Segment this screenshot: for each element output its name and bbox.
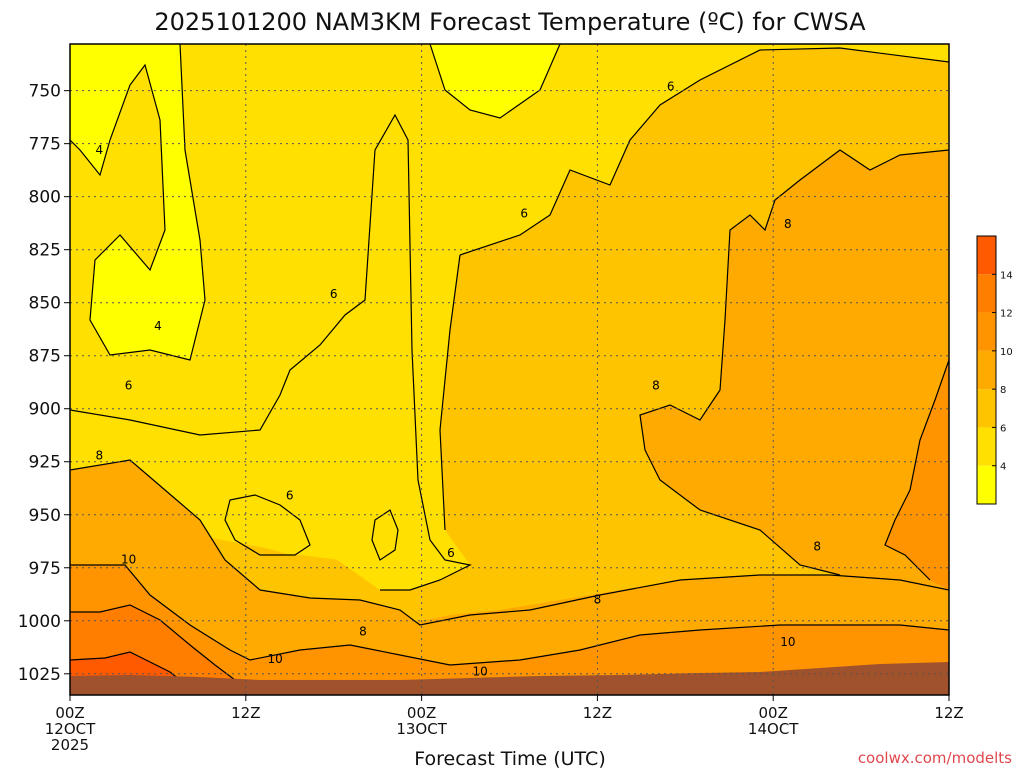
colorbar-label-2: 8 (1000, 385, 1006, 396)
contour-6-blob2 (371, 509, 399, 561)
contour-6-upper (459, 47, 949, 256)
x-tick-label-4-1: 14OCT (748, 720, 799, 738)
contour-label-8: 8 (95, 448, 103, 462)
y-tick-label-950: 950 (29, 506, 61, 526)
x-tick-label-2-0: 00Z (407, 704, 436, 722)
contour-label-10: 8 (784, 217, 792, 231)
contour-label-4: 6 (286, 489, 294, 503)
colorbar-label-3: 10 (1000, 347, 1013, 358)
y-tick-label-850: 850 (29, 294, 61, 314)
plot-area (70, 44, 949, 695)
contour-label-13: 8 (359, 624, 367, 638)
fill-band-2-4-topleft (70, 44, 205, 360)
colorbar-swatch-1 (977, 427, 996, 466)
contour-6-blob1 (224, 494, 311, 556)
grid-lines (70, 44, 949, 695)
y-tick-label-800: 800 (29, 188, 61, 208)
colorbar-label-1: 6 (1000, 423, 1006, 434)
y-axis-ticks: 750 775 800 825 850 875 900 925 950 975 1000 1025 (18, 82, 70, 685)
y-tick-label-1025: 1025 (18, 665, 61, 685)
contour-4-topleft (70, 44, 206, 361)
contour-label-3: 6 (330, 287, 338, 301)
contour-label-16: 10 (473, 665, 488, 679)
temperature-fill (70, 44, 949, 695)
colorbar-label-0: 4 (1000, 462, 1006, 473)
x-tick-label-0-2: 2025 (51, 736, 89, 754)
contour-14 (70, 651, 181, 681)
contour-label-7: 6 (667, 79, 675, 93)
y-tick-label-900: 900 (29, 400, 61, 420)
contour-8-right (639, 149, 949, 576)
fill-band-2-4-topmid (430, 44, 560, 118)
x-tick-label-2-1: 13OCT (396, 720, 447, 738)
colorbar-swatch-3 (977, 350, 996, 390)
colorbar: 4 6 8 10 12 14 (976, 235, 1013, 505)
x-tick-label-4-0: 00Z (759, 704, 788, 722)
temperature-contours (70, 44, 949, 681)
contour-label-15: 10 (267, 652, 282, 666)
contour-label-2: 6 (125, 378, 133, 392)
x-tick-label-5-0: 12Z (934, 704, 963, 722)
colorbar-label-5: 14 (1000, 270, 1013, 281)
y-tick-label-825: 825 (29, 241, 61, 261)
chart-title: 2025101200 NAM3KM Forecast Temperature (… (154, 8, 866, 36)
plot-frame (69, 43, 950, 696)
contour-label-5: 6 (447, 546, 455, 560)
y-tick-label-775: 775 (29, 135, 61, 155)
contour-label-1: 4 (154, 319, 162, 333)
y-tick-label-1000: 1000 (18, 612, 61, 632)
fill-band-10-12 (70, 565, 949, 695)
contour-6-left (439, 254, 461, 531)
colorbar-swatch-0 (977, 465, 996, 504)
fill-band-10-12-right (885, 360, 949, 590)
x-tick-label-0-0: 00Z (55, 704, 84, 722)
contour-label-9: 8 (652, 378, 660, 392)
contour-labels: 4 4 6 6 6 6 6 6 8 8 8 8 8 8 10 10 10 10 (95, 79, 820, 678)
y-tick-label-975: 975 (29, 559, 61, 579)
contour-4-topmid (429, 44, 561, 119)
ground-terrain (70, 662, 949, 695)
x-axis-label: Forecast Time (UTC) (414, 748, 605, 768)
x-tick-label-1-0: 12Z (231, 704, 260, 722)
colorbar-swatch-5 (977, 274, 996, 313)
contour-8-upper-left (70, 459, 949, 626)
contour-label-11: 8 (813, 540, 821, 554)
fill-band-8-10 (70, 150, 949, 695)
contour-label-12: 8 (594, 593, 602, 607)
contour-label-17: 10 (780, 635, 795, 649)
fill-band-4-6-lower (70, 115, 445, 585)
colorbar-swatch-2 (977, 389, 996, 428)
contour-label-14: 10 (121, 552, 136, 566)
y-tick-label-750: 750 (29, 82, 61, 102)
credit-link[interactable]: coolwx.com/modelts (858, 749, 1012, 767)
colorbar-label-4: 12 (1000, 309, 1013, 320)
y-tick-label-875: 875 (29, 347, 61, 367)
contour-10-right (884, 359, 949, 581)
y-tick-label-925: 925 (29, 453, 61, 473)
x-tick-label-3-0: 12Z (583, 704, 612, 722)
contour-label-6: 6 (520, 207, 528, 221)
x-tick-label-0-1: 12OCT (45, 720, 96, 738)
contour-6-main (70, 113, 472, 591)
colorbar-swatch-6 (977, 236, 996, 275)
colorbar-swatch-4 (977, 312, 996, 351)
contour-10-main (70, 564, 949, 666)
contour-12 (70, 604, 236, 681)
contour-label-0: 4 (95, 143, 103, 157)
colorbar-frame (976, 235, 997, 505)
